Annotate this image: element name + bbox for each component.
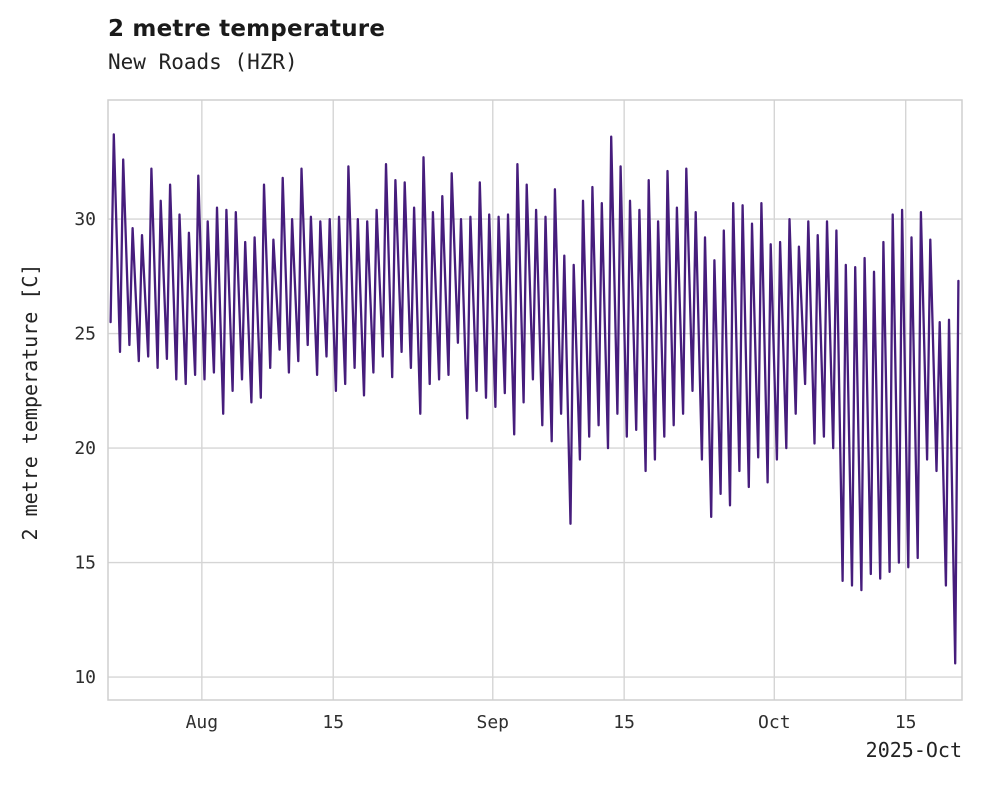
x-axis-corner-label: 2025-Oct — [865, 738, 962, 762]
x-tick-label: 15 — [322, 712, 344, 733]
y-tick-label: 20 — [74, 438, 96, 459]
x-tick-label: Oct — [758, 712, 791, 733]
plot-frame — [107, 99, 963, 701]
chart-subtitle: New Roads (HZR) — [108, 50, 298, 74]
y-tick-label: 25 — [74, 324, 96, 345]
y-tick-label: 10 — [74, 667, 96, 688]
temperature-series-line — [109, 133, 960, 665]
x-tick-label: 15 — [895, 712, 917, 733]
x-tick-label: Sep — [477, 712, 510, 733]
x-tick-label: Aug — [186, 712, 219, 733]
y-tick-label: 30 — [74, 209, 96, 230]
y-tick-label: 15 — [74, 553, 96, 574]
x-tick-label: 15 — [613, 712, 635, 733]
chart-title: 2 metre temperature — [108, 16, 386, 42]
